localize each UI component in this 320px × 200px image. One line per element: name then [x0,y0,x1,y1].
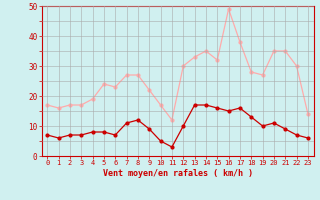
X-axis label: Vent moyen/en rafales ( km/h ): Vent moyen/en rafales ( km/h ) [103,169,252,178]
